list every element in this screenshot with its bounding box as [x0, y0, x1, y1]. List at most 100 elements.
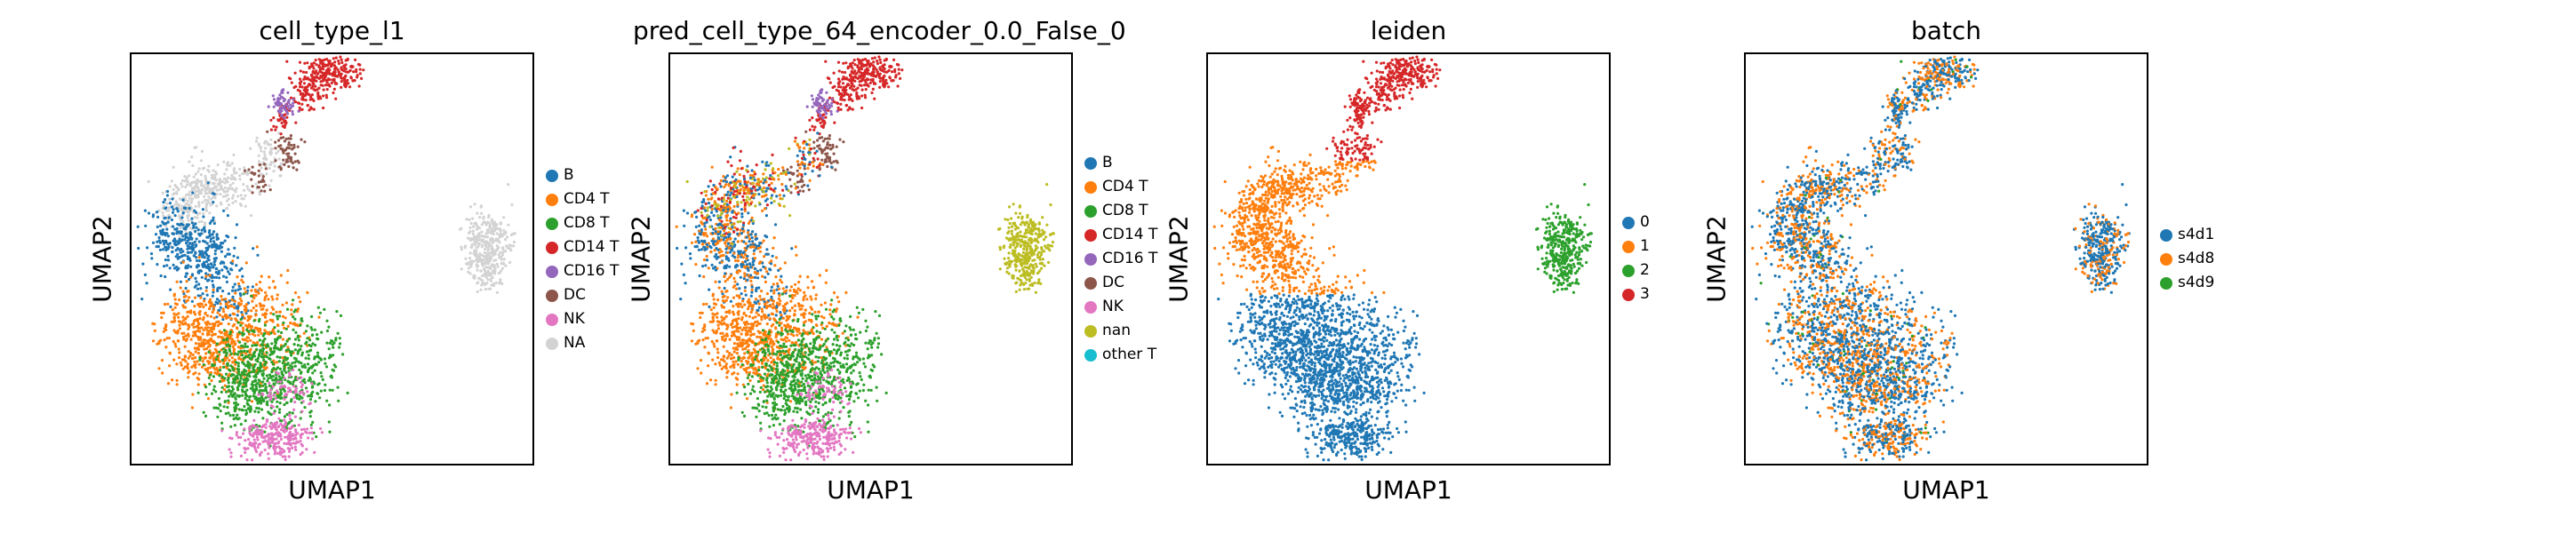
scatter-point — [233, 381, 236, 385]
scatter-point — [231, 387, 235, 391]
scatter-point — [675, 225, 678, 228]
scatter-point — [471, 232, 475, 235]
scatter-point — [274, 344, 277, 347]
scatter-point — [775, 346, 779, 349]
scatter-point — [286, 100, 290, 104]
scatter-point — [260, 392, 264, 395]
scatter-point — [352, 70, 356, 74]
scatter-point — [245, 339, 250, 343]
scatter-point — [280, 109, 284, 113]
scatter-point — [202, 338, 205, 342]
scatter-point — [204, 192, 207, 195]
scatter-point — [774, 336, 778, 339]
scatter-point — [743, 289, 747, 292]
scatter-point — [214, 257, 218, 260]
scatter-point — [245, 185, 249, 188]
scatter-point — [752, 347, 756, 351]
scatter-point — [295, 323, 299, 327]
scatter-point — [744, 314, 748, 317]
scatter-point — [764, 275, 767, 279]
scatter-point — [189, 352, 193, 355]
scatter-point — [293, 401, 297, 404]
scatter-point — [244, 382, 248, 386]
scatter-point — [720, 290, 724, 293]
scatter-point — [761, 310, 764, 314]
scatter-point — [252, 329, 255, 333]
scatter-point — [241, 274, 244, 278]
scatter-point — [164, 346, 168, 349]
scatter-point — [175, 207, 179, 211]
scatter-point — [271, 405, 275, 409]
scatter-point — [268, 286, 271, 290]
scatter-point — [292, 424, 296, 427]
scatter-point — [506, 235, 509, 239]
scatter-point — [207, 254, 211, 259]
scatter-point — [788, 338, 791, 342]
scatter-point — [303, 76, 307, 79]
scatter-point — [257, 180, 260, 184]
scatter-point — [708, 288, 711, 291]
scatter-point — [177, 347, 180, 351]
scatter-point — [499, 221, 502, 225]
scatter-point — [166, 218, 170, 222]
scatter-point — [796, 302, 800, 306]
scatter-point — [479, 269, 483, 273]
scatter-point — [259, 281, 262, 284]
scatter-point — [750, 288, 754, 291]
scatter-point — [733, 280, 737, 283]
scatter-point — [216, 286, 220, 290]
scatter-point — [259, 370, 262, 373]
scatter-point — [484, 269, 487, 273]
scatter-point — [317, 315, 321, 319]
scatter-point — [175, 243, 179, 246]
scatter-point — [308, 402, 311, 406]
legend-item: CD16 T — [546, 259, 619, 283]
scatter-point — [740, 341, 744, 345]
scatter-point — [181, 260, 185, 264]
scatter-point — [742, 265, 746, 268]
scatter-point — [842, 365, 846, 370]
scatter-point — [725, 350, 729, 354]
scatter-point — [495, 232, 499, 235]
scatter-point — [464, 244, 468, 248]
scatter-point — [306, 61, 309, 65]
scatter-point — [478, 216, 482, 219]
scatter-point — [215, 204, 219, 208]
scatter-point — [202, 215, 205, 219]
scatter-point — [216, 311, 220, 314]
scatter-point — [275, 377, 278, 380]
scatter-point — [147, 179, 150, 184]
scatter-point — [491, 275, 494, 279]
scatter-point — [746, 332, 749, 336]
scatter-point — [272, 433, 276, 436]
scatter-point — [283, 163, 286, 166]
scatter-point — [245, 388, 249, 392]
scatter-point — [233, 402, 236, 405]
scatter-point — [241, 171, 244, 175]
scatter-point — [162, 214, 165, 218]
scatter-point — [724, 364, 728, 368]
scatter-point — [310, 93, 314, 97]
scatter-point — [332, 57, 335, 60]
scatter-point — [787, 354, 790, 357]
scatter-point — [252, 434, 255, 438]
scatter-point — [215, 366, 219, 370]
scatter-point — [788, 289, 792, 292]
scatter-point — [741, 256, 745, 259]
scatter-point — [754, 266, 757, 270]
scatter-point — [162, 330, 165, 333]
scatter-point — [202, 227, 205, 231]
scatter-point — [188, 242, 191, 245]
scatter-point — [781, 316, 785, 320]
scatter-point — [307, 436, 310, 440]
scatter-point — [702, 274, 706, 279]
scatter-point — [193, 195, 197, 199]
scatter-point — [298, 81, 301, 85]
scatter-point — [186, 183, 189, 187]
scatter-point — [212, 275, 216, 279]
scatter-point — [299, 347, 302, 351]
scatter-point — [222, 388, 227, 392]
scatter-point — [226, 304, 230, 307]
scatter-point — [780, 322, 783, 325]
scatter-point — [269, 138, 273, 141]
